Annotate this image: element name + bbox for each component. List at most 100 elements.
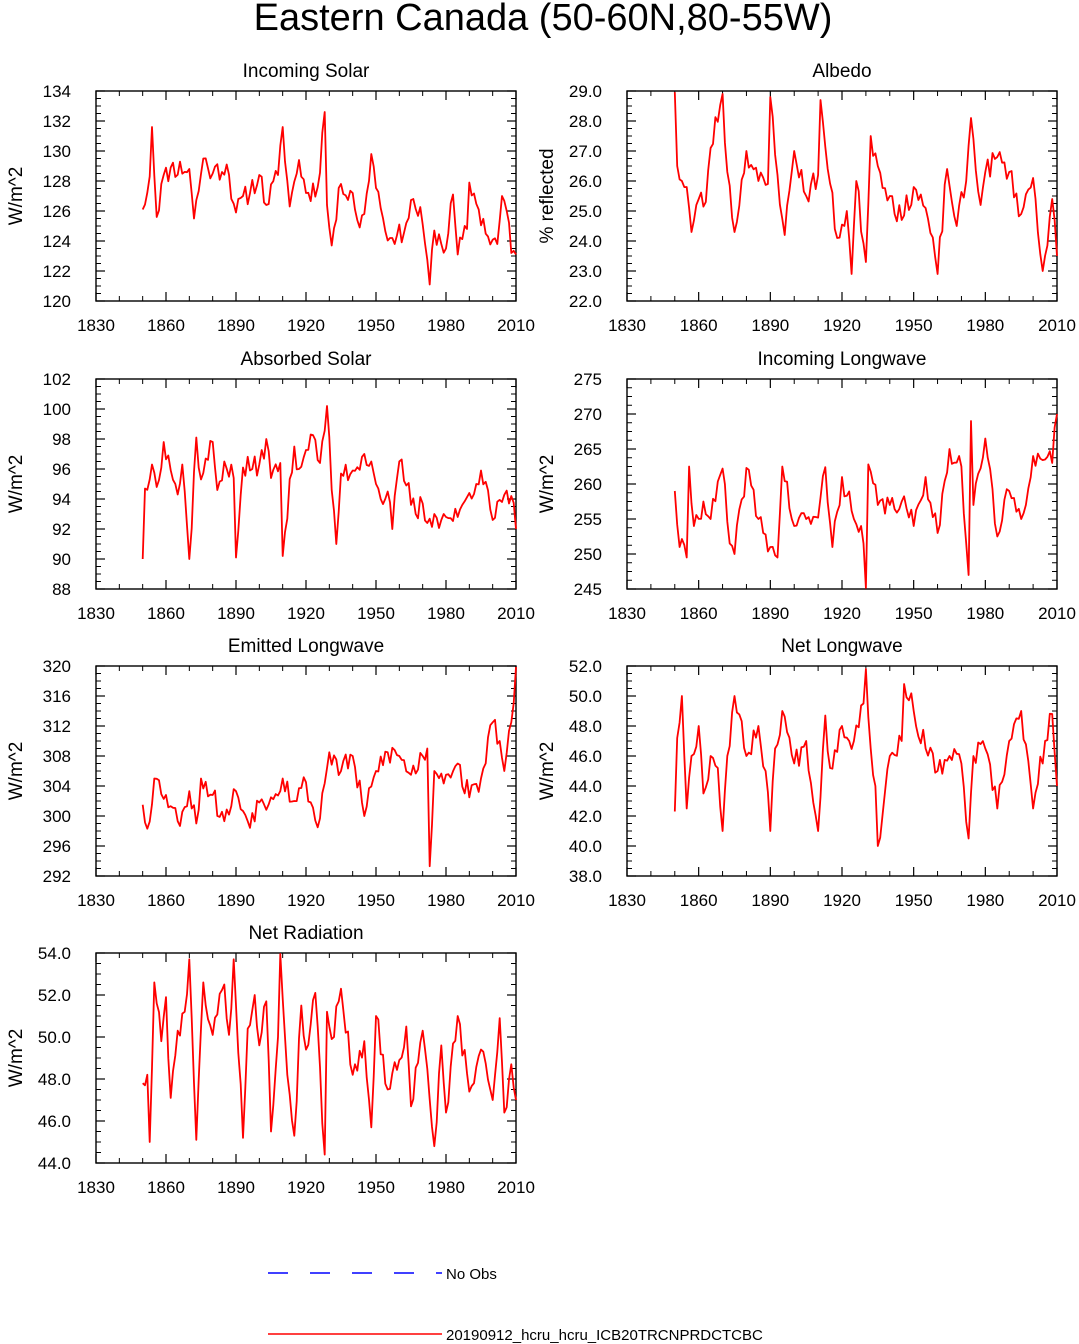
legend-no-obs-label: No Obs xyxy=(446,1266,497,1283)
y-tick-label: 102 xyxy=(43,370,71,389)
plot-frame xyxy=(626,665,1058,877)
y-tick-label: 130 xyxy=(43,142,71,161)
y-axis-label: W/m^2 xyxy=(6,742,27,801)
x-tick-label: 1980 xyxy=(966,316,1004,335)
x-tick-label: 1860 xyxy=(680,891,718,910)
y-tick-label: 296 xyxy=(43,837,71,856)
y-tick-label: 320 xyxy=(43,657,71,676)
y-axis-label: W/m^2 xyxy=(6,455,27,514)
y-axis-label: W/m^2 xyxy=(6,1029,27,1088)
legend-model-label: 20190912_hcru_hcru_ICB20TRCNPRDCTCBC xyxy=(446,1327,763,1344)
y-tick-label: 23.0 xyxy=(569,262,602,281)
x-tick-label: 1830 xyxy=(77,891,115,910)
x-tick-label: 2010 xyxy=(497,1178,535,1197)
y-tick-label: 46.0 xyxy=(38,1112,71,1131)
y-tick-label: 38.0 xyxy=(569,867,602,886)
x-tick-label: 1830 xyxy=(77,316,115,335)
x-tick-label: 1860 xyxy=(147,891,185,910)
y-tick-label: 308 xyxy=(43,747,71,766)
y-tick-label: 25.0 xyxy=(569,202,602,221)
x-tick-label: 2010 xyxy=(1038,604,1076,623)
x-tick-label: 1980 xyxy=(427,316,465,335)
series-line xyxy=(673,413,1058,589)
x-tick-label: 1980 xyxy=(427,891,465,910)
y-tick-label: 126 xyxy=(43,202,71,221)
x-tick-label: 1950 xyxy=(895,316,933,335)
plot-frame xyxy=(95,952,517,1164)
y-tick-label: 96 xyxy=(52,460,71,479)
y-tick-label: 265 xyxy=(574,440,602,459)
y-tick-label: 44.0 xyxy=(38,1154,71,1173)
y-tick-label: 27.0 xyxy=(569,142,602,161)
series-line xyxy=(141,666,517,868)
y-tick-label: 98 xyxy=(52,430,71,449)
y-tick-label: 90 xyxy=(52,550,71,569)
series-line xyxy=(142,953,517,1156)
x-tick-label: 1920 xyxy=(287,316,325,335)
y-tick-label: 94 xyxy=(52,490,71,509)
panel-incoming-solar: Incoming Solar W/m^2 1830 1860 1890 1920 1950 1… xyxy=(6,61,535,335)
x-tick-label: 1950 xyxy=(895,604,933,623)
x-tick-label: 1980 xyxy=(966,891,1004,910)
x-tick-label: 1890 xyxy=(217,316,255,335)
y-tick-label: 44.0 xyxy=(569,777,602,796)
y-axis-label: W/m^2 xyxy=(537,742,558,801)
x-tick-label: 1830 xyxy=(608,891,646,910)
panels: Incoming Solar W/m^2 1830 1860 1890 1920 1950 1… xyxy=(6,61,1076,1197)
panel-title: Emitted Longwave xyxy=(228,636,384,657)
series-line xyxy=(141,405,517,560)
series-line xyxy=(141,111,517,286)
x-tick-label: 2010 xyxy=(497,604,535,623)
y-tick-label: 52.0 xyxy=(38,986,71,1005)
y-tick-label: 245 xyxy=(574,580,602,599)
y-axis-label: W/m^2 xyxy=(537,455,558,514)
x-tick-label: 2010 xyxy=(497,316,535,335)
x-tick-label: 1860 xyxy=(147,1178,185,1197)
y-tick-label: 304 xyxy=(43,777,71,796)
y-tick-label: 92 xyxy=(52,520,71,539)
x-tick-label: 1950 xyxy=(357,316,395,335)
x-tick-label: 1920 xyxy=(823,316,861,335)
x-tick-label: 1890 xyxy=(217,891,255,910)
y-tick-label: 100 xyxy=(43,400,71,419)
panel-title: Incoming Solar xyxy=(243,61,370,82)
panel-title: Net Longwave xyxy=(781,636,902,657)
y-tick-label: 122 xyxy=(43,262,71,281)
panel-title: Albedo xyxy=(812,61,871,82)
x-tick-label: 1950 xyxy=(357,891,395,910)
panel-title: Net Radiation xyxy=(248,923,363,944)
x-tick-label: 2010 xyxy=(1038,316,1076,335)
y-tick-label: 40.0 xyxy=(569,837,602,856)
y-tick-label: 24.0 xyxy=(569,232,602,251)
x-tick-label: 1950 xyxy=(357,1178,395,1197)
x-tick-label: 1830 xyxy=(77,1178,115,1197)
y-tick-label: 50.0 xyxy=(38,1028,71,1047)
x-tick-label: 1890 xyxy=(751,891,789,910)
y-tick-label: 48.0 xyxy=(569,717,602,736)
y-tick-label: 50.0 xyxy=(569,687,602,706)
y-tick-label: 54.0 xyxy=(38,944,71,963)
plot-frame xyxy=(626,90,1058,302)
main-title: Eastern Canada (50-60N,80-55W) xyxy=(254,0,833,39)
panel-title: Incoming Longwave xyxy=(758,349,927,370)
x-tick-label: 1890 xyxy=(217,1178,255,1197)
panel-net-longwave: Net Longwave W/m^2 1830 1860 1890 1920 1950 198… xyxy=(537,636,1076,910)
panel-absorbed-solar: Absorbed Solar W/m^2 1830 1860 1890 1920 1950 1… xyxy=(6,349,535,623)
panel-title: Absorbed Solar xyxy=(241,349,373,370)
y-tick-label: 275 xyxy=(574,370,602,389)
x-tick-label: 2010 xyxy=(497,891,535,910)
legend: No Obs 20190912_hcru_hcru_ICB20TRCNPRDCT… xyxy=(268,1266,763,1344)
x-tick-label: 1890 xyxy=(217,604,255,623)
y-tick-label: 132 xyxy=(43,112,71,131)
series-line xyxy=(673,92,1058,275)
x-tick-label: 2010 xyxy=(1038,891,1076,910)
y-tick-label: 88 xyxy=(52,580,71,599)
x-tick-label: 1920 xyxy=(287,604,325,623)
x-tick-label: 1980 xyxy=(966,604,1004,623)
y-tick-label: 134 xyxy=(43,82,71,101)
x-tick-label: 1980 xyxy=(427,1178,465,1197)
panel-incoming-longwave: Incoming Longwave W/m^2 1830 1860 1890 1920 19… xyxy=(537,349,1076,623)
series-line xyxy=(673,668,1058,847)
y-tick-label: 312 xyxy=(43,717,71,736)
panel-emitted-longwave: Emitted Longwave W/m^2 1830 1860 1890 1920 195… xyxy=(6,636,535,910)
